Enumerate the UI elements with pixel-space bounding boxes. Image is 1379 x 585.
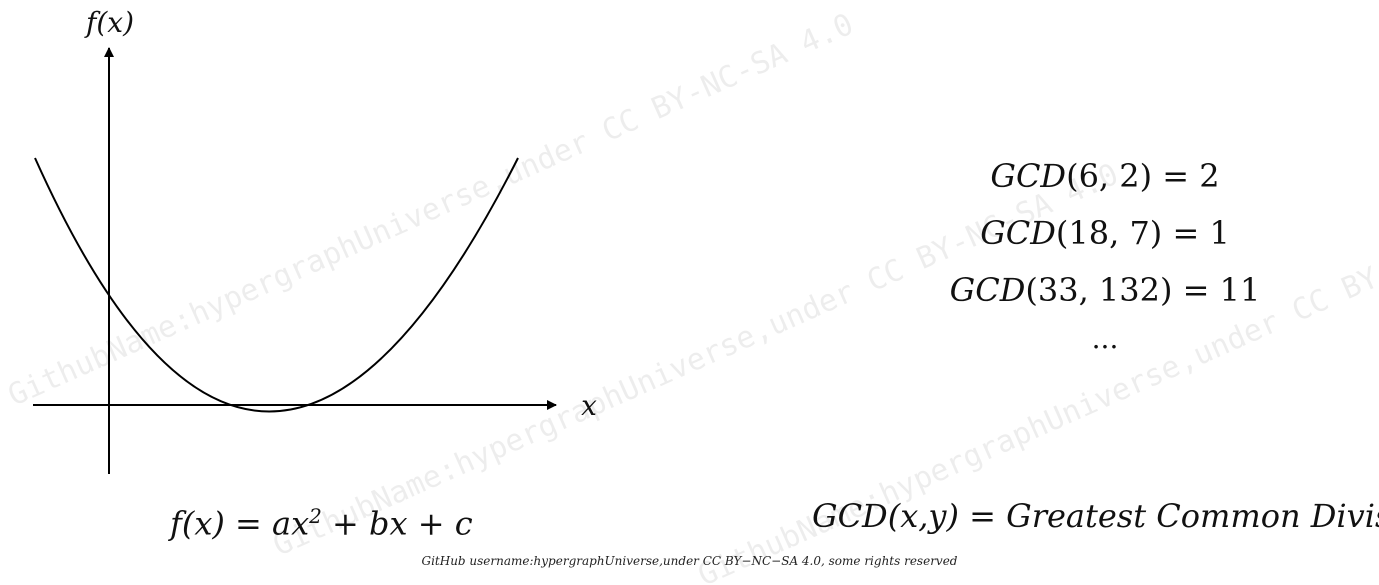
formula-lhs: f(x) <box>170 504 225 543</box>
gcd-result: 11 <box>1219 271 1261 309</box>
equals-sign: = <box>969 497 996 535</box>
y-axis-label: f(x) <box>84 6 134 39</box>
gcd-ellipsis: ... <box>1091 322 1119 355</box>
equals-sign: = <box>1172 214 1200 252</box>
equals-sign: = <box>1162 157 1190 195</box>
parabola-curve <box>34 157 519 413</box>
x-axis-label: x <box>581 389 597 422</box>
formula-term-a: ax <box>272 504 310 543</box>
equals-sign: = <box>235 504 262 543</box>
quadratic-formula: f(x) = ax2 + bx + c <box>170 488 473 544</box>
gcd-examples: GCD(6, 2) = 2 GCD(18, 7) = 1 GCD(33, 132… <box>925 148 1285 359</box>
formula-rest: + bx + c <box>332 504 473 543</box>
gcd-function: GCD <box>949 271 1026 309</box>
equals-sign: = <box>1182 271 1210 309</box>
definition-rhs: Greatest Common Divisor <box>1006 497 1379 535</box>
gcd-args: (33, 132) <box>1025 271 1173 309</box>
gcd-definition: GCD(x,y) = Greatest Common Divisor <box>812 488 1379 544</box>
definition-lhs: GCD(x,y) <box>812 497 959 535</box>
gcd-function: GCD <box>990 157 1067 195</box>
gcd-args: (18, 7) <box>1055 214 1163 252</box>
gcd-example: GCD(33, 132) = 11 <box>925 262 1285 319</box>
gcd-function: GCD <box>980 214 1056 252</box>
formula-exponent: 2 <box>309 504 322 528</box>
gcd-result: 1 <box>1209 214 1230 252</box>
footer-credit: GitHub username:hypergraphUniverse,under… <box>421 554 958 568</box>
gcd-example: GCD(18, 7) = 1 <box>925 205 1285 262</box>
gcd-result: 2 <box>1199 157 1220 195</box>
gcd-example: GCD(6, 2) = 2 <box>925 148 1285 205</box>
gcd-args: (6, 2) <box>1066 157 1153 195</box>
